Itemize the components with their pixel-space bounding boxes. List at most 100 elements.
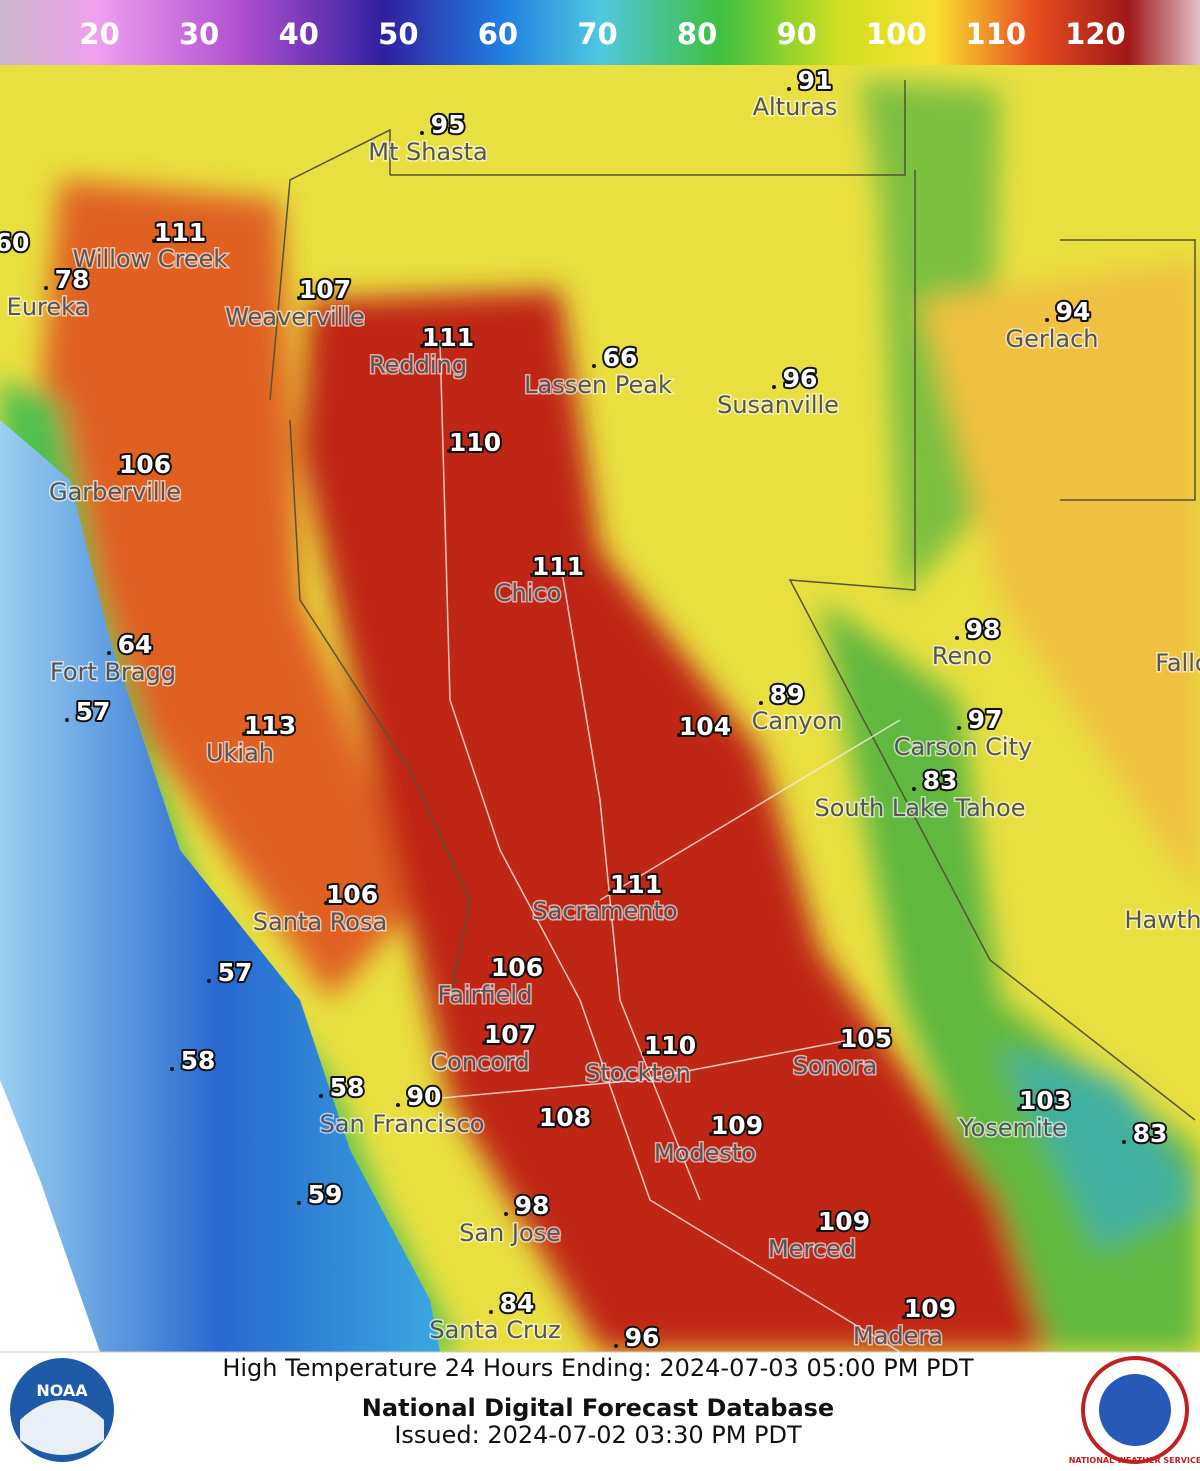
station-dot xyxy=(1045,318,1049,322)
city-name: Hawthorne xyxy=(1124,906,1200,934)
city-name: Susanville xyxy=(717,391,839,419)
temperature: 111 xyxy=(532,552,584,581)
temperature: 109 xyxy=(904,1294,956,1323)
city-name: Garberville xyxy=(49,478,181,506)
temperature: 60 xyxy=(0,228,29,257)
temperature: 107 xyxy=(299,275,351,304)
city-name: South Lake Tahoe xyxy=(815,794,1026,822)
city-name: Modesto xyxy=(654,1139,756,1167)
temperature: 64 xyxy=(118,630,153,659)
temperature: 96 xyxy=(625,1323,660,1352)
station-dot xyxy=(614,1344,618,1348)
legend-label: 30 xyxy=(179,17,219,51)
legend-label: 80 xyxy=(677,17,717,51)
city-name: Fallon xyxy=(1155,649,1200,677)
station-dot xyxy=(420,344,424,348)
station-dot xyxy=(107,651,111,655)
nws-text: NATIONAL WEATHER SERVICE xyxy=(1069,1456,1200,1465)
station-dot xyxy=(838,1045,842,1049)
station-dot xyxy=(677,733,681,737)
city-name: Sacramento xyxy=(532,897,677,925)
station-dot xyxy=(530,573,534,577)
city-name: Weaverville xyxy=(225,303,365,331)
city-name: Chico xyxy=(495,579,562,607)
legend-label: 20 xyxy=(79,17,119,51)
city-name: Stockton xyxy=(585,1059,691,1087)
station-dot xyxy=(787,87,791,91)
legend-label: 60 xyxy=(478,17,518,51)
temperature: 104 xyxy=(679,712,731,741)
station-dot xyxy=(170,1067,174,1071)
temperature: 57 xyxy=(76,697,111,726)
temperature: 110 xyxy=(449,428,501,457)
city-name: Concord xyxy=(430,1048,529,1076)
station-dot xyxy=(642,1052,646,1056)
temperature: 57 xyxy=(218,958,253,987)
temperature: 98 xyxy=(966,615,1001,644)
temperature: 89 xyxy=(770,680,805,709)
temperature: 111 xyxy=(422,323,474,352)
temperature: 66 xyxy=(603,343,638,372)
temperature: 90 xyxy=(407,1082,442,1111)
station-dot xyxy=(816,1228,820,1232)
station-dot xyxy=(117,471,121,475)
station-dot xyxy=(912,787,916,791)
station-dot xyxy=(489,1310,493,1314)
station-dot xyxy=(324,901,328,905)
noaa-text: NOAA xyxy=(36,1381,88,1400)
temperature: 111 xyxy=(610,870,662,899)
city-name: Yosemite xyxy=(958,1114,1067,1142)
color-bar xyxy=(0,0,1200,65)
footer-source: National Digital Forecast Database xyxy=(362,1394,834,1422)
temperature: 103 xyxy=(1019,1086,1071,1115)
city-name: Santa Cruz xyxy=(429,1316,560,1344)
city-name: Fairfield xyxy=(438,981,533,1009)
temperature: 107 xyxy=(484,1020,536,1049)
station-dot xyxy=(44,286,48,290)
station-dot xyxy=(709,1132,713,1136)
city-name: Santa Rosa xyxy=(253,908,387,936)
city-name: Mt Shasta xyxy=(368,138,488,166)
temperature: 110 xyxy=(644,1031,696,1060)
station-dot xyxy=(297,1201,301,1205)
city-name: Willow Creek xyxy=(73,245,228,273)
station-dot xyxy=(608,891,612,895)
station-dot xyxy=(319,1094,323,1098)
temperature: 84 xyxy=(500,1289,535,1318)
station-dot xyxy=(902,1315,906,1319)
station-dot xyxy=(297,296,301,300)
legend-label: 40 xyxy=(279,17,319,51)
temperature: 91 xyxy=(798,66,833,95)
station-dot xyxy=(955,636,959,640)
station-dot xyxy=(537,1124,541,1128)
temperature: 78 xyxy=(55,265,90,294)
station-dot xyxy=(482,1041,486,1045)
station-dot xyxy=(957,726,961,730)
city-name: Redding xyxy=(369,351,467,379)
station-dot xyxy=(489,974,493,978)
station-dot xyxy=(504,1212,508,1216)
city-name: Carson City xyxy=(894,733,1032,761)
station-dot xyxy=(396,1103,400,1107)
temperature: 96 xyxy=(783,364,818,393)
station-dot xyxy=(759,701,763,705)
station-dot xyxy=(152,239,156,243)
legend-label: 110 xyxy=(966,17,1027,51)
footer-title: High Temperature 24 Hours Ending: 2024-0… xyxy=(222,1354,974,1382)
legend-label: 100 xyxy=(866,17,927,51)
legend-label: 120 xyxy=(1065,17,1126,51)
temperature: 98 xyxy=(515,1191,550,1220)
city-name: Alturas xyxy=(753,93,838,121)
footer-issued: Issued: 2024-07-02 03:30 PM PDT xyxy=(394,1421,802,1449)
station-dot xyxy=(592,364,596,368)
temperature: 94 xyxy=(1056,297,1091,326)
city-name: Canyon xyxy=(752,707,843,735)
temperature: 109 xyxy=(818,1207,870,1236)
city-name: San Jose xyxy=(459,1219,561,1247)
city-name: Gerlach xyxy=(1005,325,1098,353)
temperature: 58 xyxy=(330,1073,365,1102)
temperature: 106 xyxy=(491,953,543,982)
temperature: 83 xyxy=(923,766,958,795)
station-dot xyxy=(65,718,69,722)
